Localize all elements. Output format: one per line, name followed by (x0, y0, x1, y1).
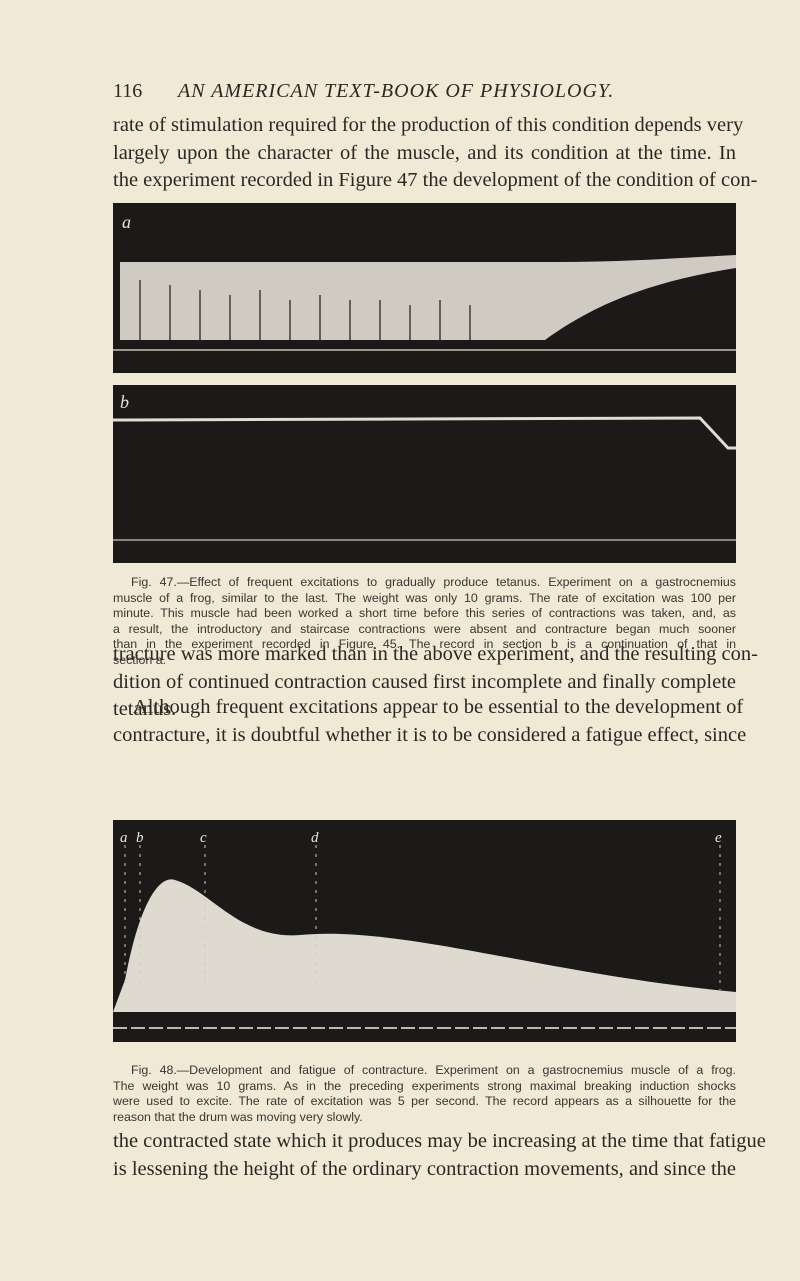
caption-line: minute. This muscle had been worked a sh… (113, 606, 736, 620)
figure-label: a (120, 830, 128, 846)
text-line: is lessening the height of the ordinary … (113, 1157, 736, 1180)
figure-label: d (311, 830, 319, 846)
figure-label: c (200, 830, 207, 846)
caption-line: section a. (113, 652, 167, 667)
trace-47a (120, 255, 736, 340)
section-label: a (122, 212, 131, 232)
running-title: AN AMERICAN TEXT-BOOK OF PHYSIOLOGY. (178, 80, 615, 102)
silhouette-48 (113, 879, 736, 1012)
trace-hatching (139, 280, 471, 340)
text-line: rate of stimulation required for the pro… (113, 114, 744, 136)
caption-line: than in the experiment recorded in Figur… (113, 637, 736, 651)
text-line: largely upon the character of the muscle… (113, 141, 736, 164)
marker-lines (124, 845, 721, 990)
text-line: tetanus. (113, 698, 177, 720)
section-label: b (120, 392, 129, 412)
figure-label: e (715, 830, 722, 846)
figure-label: b (136, 830, 144, 846)
text-line: contracture, it is doubtful whether it i… (113, 723, 747, 746)
text-line: tracture was more marked than in the abo… (113, 643, 758, 665)
caption-line: muscle of a frog, similar to the last. T… (113, 590, 736, 605)
figure-47b (113, 385, 736, 563)
trace-47b (112, 416, 736, 450)
caption-line: reason that the drum was moving very slo… (113, 1109, 363, 1124)
caption-line: Fig. 48.—Development and fatigue of cont… (131, 1063, 736, 1077)
caption-line: The weight was 10 grams. As in the prece… (113, 1078, 736, 1093)
text-line: the experiment recorded in Figure 47 the… (113, 169, 758, 191)
text-line: dition of continued contraction caused f… (113, 670, 736, 693)
text-line: Although frequent excitations appear to … (133, 696, 744, 718)
caption-line: Fig. 47.—Effect of frequent excitations … (131, 575, 736, 589)
page-number: 116 (113, 80, 143, 102)
text-line: the contracted state which it produces m… (113, 1130, 766, 1152)
caption-line: a result, the introductory and staircase… (113, 621, 736, 636)
caption-line: were used to excite. The rate of excitat… (113, 1094, 736, 1108)
